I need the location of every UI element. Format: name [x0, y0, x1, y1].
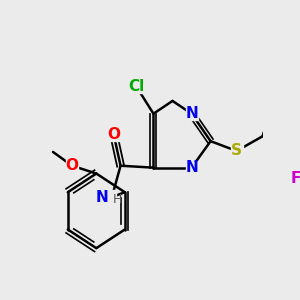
Text: H: H — [112, 193, 122, 206]
Bar — [230, 144, 243, 158]
Text: O: O — [66, 158, 79, 173]
Bar — [185, 108, 198, 120]
Text: S: S — [231, 143, 242, 158]
Text: N: N — [185, 160, 198, 175]
Bar — [108, 128, 120, 141]
Text: F: F — [290, 171, 300, 186]
Bar — [185, 162, 198, 174]
Bar — [290, 172, 300, 185]
Bar — [66, 159, 78, 172]
Bar — [104, 190, 116, 204]
Text: N: N — [96, 190, 108, 205]
Bar — [125, 79, 144, 93]
Text: N: N — [185, 106, 198, 121]
Text: O: O — [107, 127, 120, 142]
Text: Cl: Cl — [128, 79, 144, 94]
